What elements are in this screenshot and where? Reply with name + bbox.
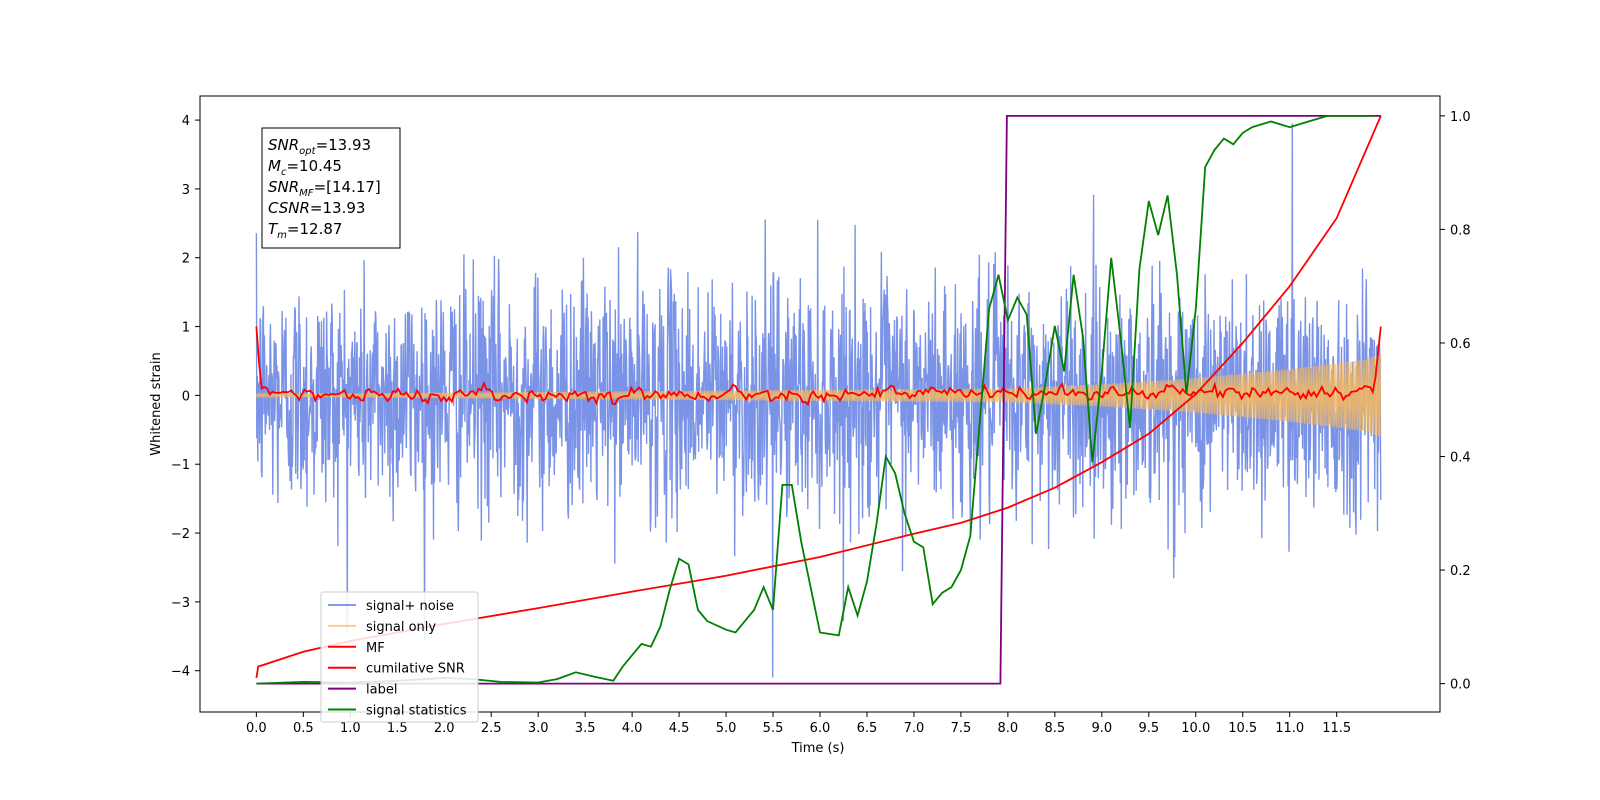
y2-tick-label: 0.6	[1450, 337, 1471, 352]
y2-tick-label: 0.4	[1450, 451, 1471, 466]
info-box-frame	[261, 127, 401, 249]
y2-tick-label: 1.0	[1450, 110, 1471, 125]
info-line: CSNR=13.93	[268, 199, 365, 217]
series-signal-noise	[255, 123, 1382, 678]
x-tick-label: 5.0	[716, 721, 737, 736]
info-box: SNRopt=13.93Mc=10.45SNRMF=[14.17]CSNR=13…	[261, 127, 401, 249]
x-tick-label: 3.0	[528, 721, 549, 736]
info-value: =13.93	[310, 199, 366, 217]
info-line: SNRopt=13.93	[268, 136, 371, 157]
x-tick-label: 4.5	[669, 721, 690, 736]
x-tick-label: 1.5	[387, 721, 408, 736]
x-tick-label: 8.0	[998, 721, 1019, 736]
y-tick-label: 4	[182, 114, 190, 129]
info-value: =12.87	[287, 220, 343, 238]
x-tick-label: 1.0	[340, 721, 361, 736]
legend-entry: signal only	[366, 620, 436, 635]
info-line: SNRMF=[14.17]	[268, 178, 381, 199]
y-axis-label: Whitened strain	[149, 352, 164, 455]
x-tick-label: 7.0	[904, 721, 925, 736]
info-subscript: m	[277, 230, 287, 241]
info-label: CSNR	[268, 199, 310, 217]
info-value: =[14.17]	[314, 178, 381, 196]
y-tick-label: 3	[182, 183, 190, 198]
info-value: =10.45	[286, 157, 342, 175]
y-axis-right: 1.0 0.8 0.6 0.4 0.2 0.0	[1440, 110, 1471, 693]
x-tick-label: 9.0	[1091, 721, 1112, 736]
legend-entry: signal statistics	[366, 704, 467, 719]
y2-tick-label: 0.0	[1450, 678, 1471, 693]
y-tick-label: −2	[171, 527, 190, 542]
series-mf	[255, 326, 1382, 406]
info-subscript: opt	[299, 146, 316, 157]
legend: signal+ noise signal only MF cumilative SNR…	[320, 591, 479, 723]
x-tick-label: 3.5	[575, 721, 596, 736]
y2-tick-label: 0.2	[1450, 564, 1471, 579]
x-tick-label: 0.0	[246, 721, 267, 736]
series-signal-statistics	[256, 115, 1375, 685]
info-line: Mc=10.45	[268, 157, 342, 178]
x-axis: 0.0 0.5 1.0 1.5 2.0 2.5 3.0 3.5 4.0 4.5 5.0 5.5 6.0 6…	[246, 712, 1351, 736]
legend-entry: signal+ noise	[366, 599, 454, 614]
info-value: =13.93	[316, 136, 372, 154]
x-tick-label: 8.5	[1045, 721, 1066, 736]
x-tick-label: 10.0	[1181, 721, 1210, 736]
x-tick-label: 11.0	[1275, 721, 1304, 736]
x-tick-label: 9.5	[1138, 721, 1159, 736]
info-label: M	[268, 157, 281, 175]
x-tick-label: 0.5	[293, 721, 314, 736]
info-line: Tm=12.87	[268, 220, 342, 241]
legend-entry: cumilative SNR	[366, 662, 465, 677]
series-label	[256, 115, 1381, 685]
x-tick-label: 2.5	[481, 721, 502, 736]
x-axis-label: Time (s)	[791, 741, 845, 756]
x-tick-label: 4.0	[622, 721, 643, 736]
x-tick-label: 2.0	[434, 721, 455, 736]
y-tick-label: −4	[171, 665, 190, 680]
info-subscript: c	[281, 167, 287, 178]
y-tick-label: −1	[171, 458, 190, 473]
x-tick-label: 11.5	[1322, 721, 1351, 736]
info-label: SNR	[268, 136, 299, 154]
y2-tick-label: 0.8	[1450, 223, 1471, 238]
info-label: SNR	[268, 178, 299, 196]
legend-entry: MF	[366, 641, 385, 656]
x-tick-label: 7.5	[951, 721, 972, 736]
x-tick-label: 6.5	[857, 721, 878, 736]
y-tick-label: 2	[182, 252, 190, 267]
y-tick-label: 0	[182, 389, 190, 404]
info-subscript: MF	[299, 188, 314, 199]
x-tick-label: 10.5	[1228, 721, 1257, 736]
info-label: T	[268, 220, 279, 238]
x-tick-label: 5.5	[763, 721, 784, 736]
legend-entry: label	[366, 683, 397, 698]
y-tick-label: 1	[182, 321, 190, 336]
y-axis-left: 4 3 2 1 0 −1 −2 −3 −4	[171, 114, 200, 680]
legend-frame	[320, 591, 479, 723]
x-tick-label: 6.0	[810, 721, 831, 736]
y-tick-label: −3	[171, 596, 190, 611]
